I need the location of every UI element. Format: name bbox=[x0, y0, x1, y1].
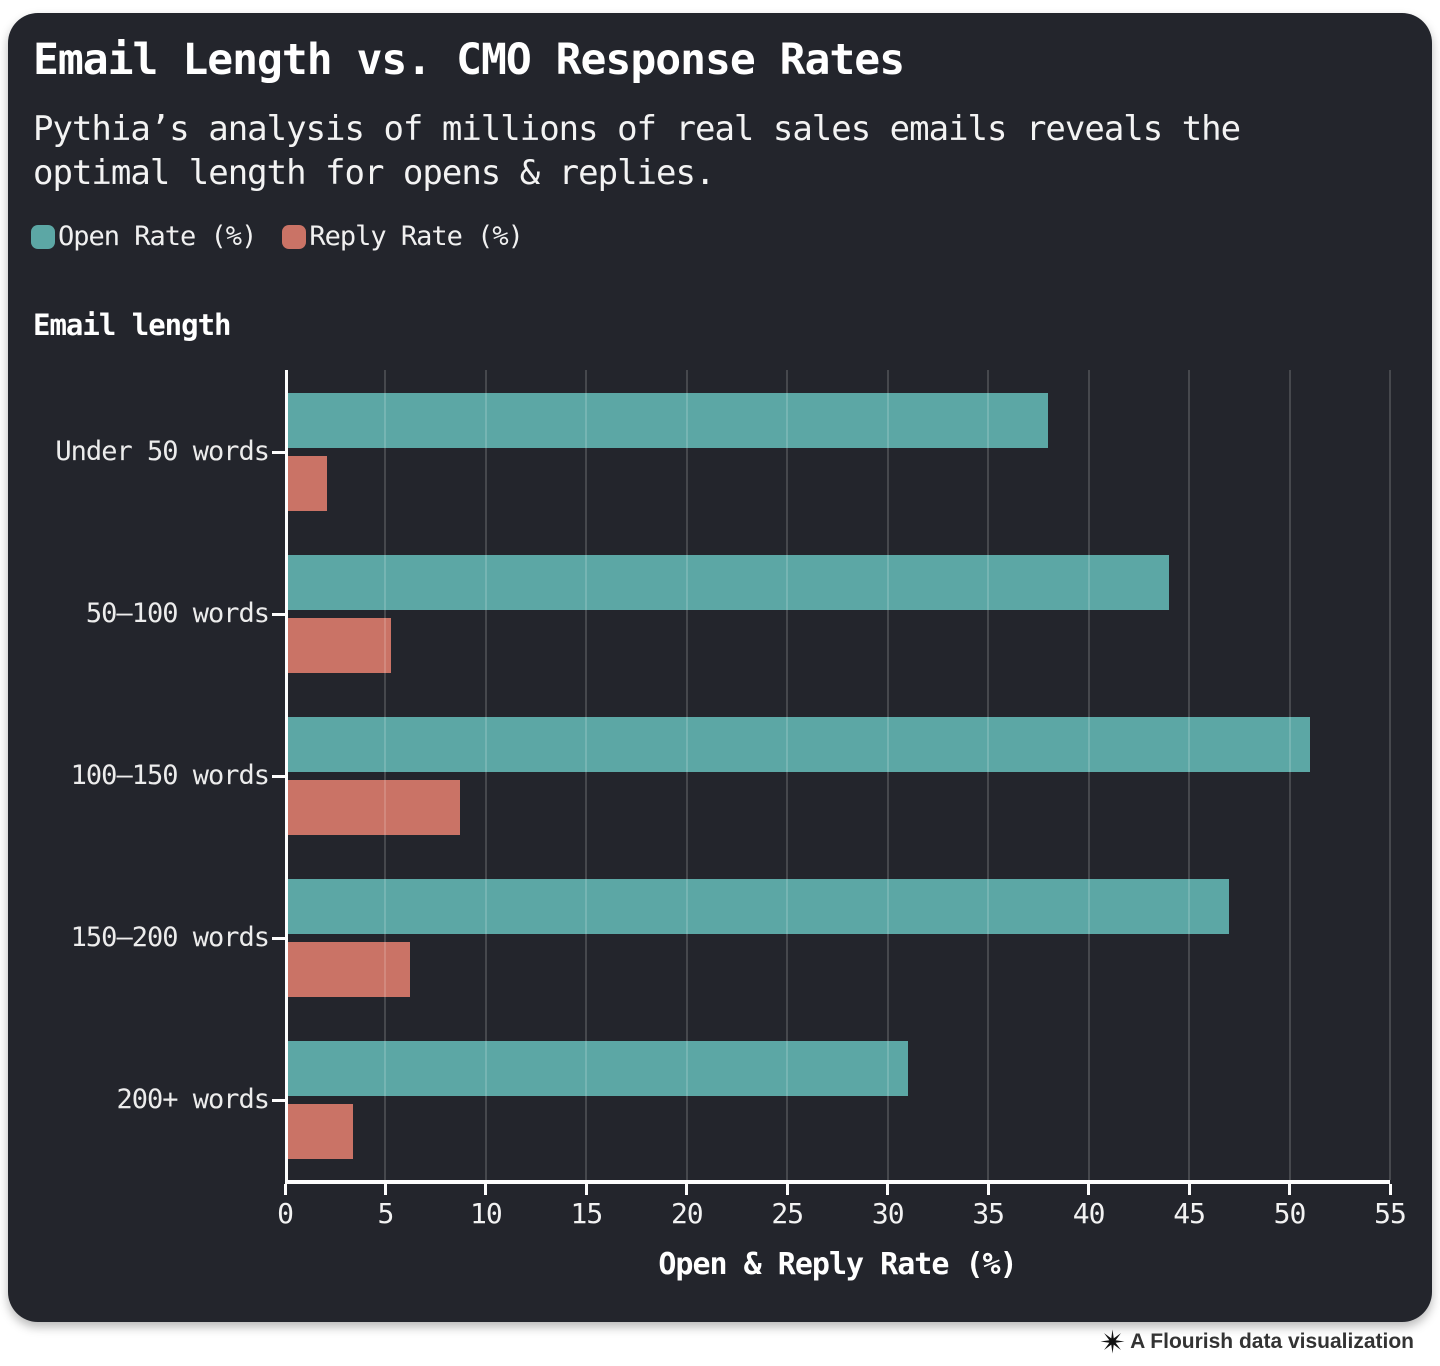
bar-reply-rate[interactable] bbox=[288, 618, 392, 673]
x-tick-label: 45 bbox=[1173, 1197, 1206, 1230]
y-category-label: 200+ words bbox=[116, 1084, 270, 1115]
legend-item-reply-rate[interactable]: Reply Rate (%) bbox=[282, 221, 524, 252]
x-tick-label: 55 bbox=[1374, 1197, 1407, 1230]
gridline-45 bbox=[1188, 370, 1191, 1180]
y-axis-line bbox=[285, 370, 288, 1184]
gridline-50 bbox=[1288, 370, 1291, 1180]
x-tick-label: 50 bbox=[1273, 1197, 1307, 1230]
gridline-5 bbox=[384, 370, 387, 1180]
x-tick-label: 5 bbox=[377, 1197, 395, 1230]
y-category-label: 150–200 words bbox=[70, 922, 270, 953]
chart-subtitle: Pythia’s analysis of millions of real sa… bbox=[33, 109, 1241, 193]
y-tick bbox=[272, 450, 285, 454]
chart-title: Email Length vs. CMO Response Rates bbox=[33, 35, 905, 85]
x-tick-label: 15 bbox=[570, 1197, 604, 1230]
gridline-35 bbox=[987, 370, 990, 1180]
x-tick bbox=[1288, 1184, 1292, 1195]
y-tick bbox=[272, 774, 285, 778]
x-tick-label: 35 bbox=[972, 1197, 1005, 1230]
bar-reply-rate[interactable] bbox=[288, 780, 460, 835]
x-tick bbox=[1087, 1184, 1091, 1195]
gridline-20 bbox=[685, 370, 688, 1180]
y-tick bbox=[272, 1098, 285, 1102]
gridline-15 bbox=[585, 370, 588, 1180]
flourish-attribution-link[interactable]: A Flourish data visualization bbox=[1100, 1329, 1414, 1354]
x-tick bbox=[484, 1184, 488, 1195]
x-tick-label: 30 bbox=[871, 1197, 905, 1230]
x-tick bbox=[1187, 1184, 1191, 1195]
attribution-text: A Flourish data visualization bbox=[1130, 1329, 1414, 1353]
bar-open-rate[interactable] bbox=[288, 1041, 908, 1096]
x-tick bbox=[685, 1184, 689, 1195]
legend-item-label: Reply Rate (%) bbox=[309, 221, 524, 252]
bar-reply-rate[interactable] bbox=[288, 1104, 354, 1159]
x-tick bbox=[383, 1184, 387, 1195]
plot-area: Under 50 words 50–100 words 100–150 words 1… bbox=[55, 370, 1407, 1230]
bar-open-rate[interactable] bbox=[288, 879, 1230, 934]
y-tick bbox=[272, 612, 285, 616]
flourish-star-icon bbox=[1100, 1329, 1125, 1354]
gridline-30 bbox=[886, 370, 889, 1180]
legend-swatch-icon bbox=[31, 224, 55, 249]
x-tick bbox=[283, 1184, 287, 1195]
x-axis-line bbox=[285, 1180, 1390, 1184]
y-category-label: 50–100 words bbox=[85, 598, 270, 629]
y-tick bbox=[272, 936, 285, 940]
x-tick bbox=[785, 1184, 789, 1195]
gridline-10 bbox=[484, 370, 487, 1180]
y-category-label: Under 50 words bbox=[55, 436, 270, 467]
gridline-40 bbox=[1087, 370, 1090, 1180]
x-tick-label: 10 bbox=[470, 1197, 503, 1230]
legend-item-open-rate[interactable]: Open Rate (%) bbox=[31, 221, 257, 252]
bar-reply-rate[interactable] bbox=[288, 456, 328, 511]
x-axis-title: Open & Reply Rate (%) bbox=[658, 1247, 1017, 1282]
x-tick bbox=[1388, 1184, 1392, 1195]
bar-reply-rate[interactable] bbox=[288, 942, 410, 997]
chart-card: Email Length vs. CMO Response Rates Pyth… bbox=[8, 13, 1432, 1322]
gridline-25 bbox=[786, 370, 789, 1180]
bar-open-rate[interactable] bbox=[288, 717, 1310, 772]
x-tick-label: 25 bbox=[771, 1197, 804, 1230]
x-tick-label: 40 bbox=[1072, 1197, 1106, 1230]
legend: Open Rate (%) Reply Rate (%) bbox=[31, 221, 524, 252]
x-tick-label: 20 bbox=[670, 1197, 704, 1230]
bar-open-rate[interactable] bbox=[288, 555, 1169, 610]
x-tick bbox=[886, 1184, 890, 1195]
x-tick-label: 0 bbox=[277, 1197, 294, 1230]
legend-item-label: Open Rate (%) bbox=[58, 221, 257, 252]
legend-swatch-icon bbox=[282, 224, 307, 249]
y-category-label: 100–150 words bbox=[70, 760, 270, 791]
bar-open-rate[interactable] bbox=[288, 393, 1049, 448]
x-tick bbox=[584, 1184, 588, 1195]
x-tick bbox=[986, 1184, 990, 1195]
y-axis-title: Email length bbox=[33, 308, 232, 342]
gridline-55 bbox=[1389, 370, 1391, 1180]
